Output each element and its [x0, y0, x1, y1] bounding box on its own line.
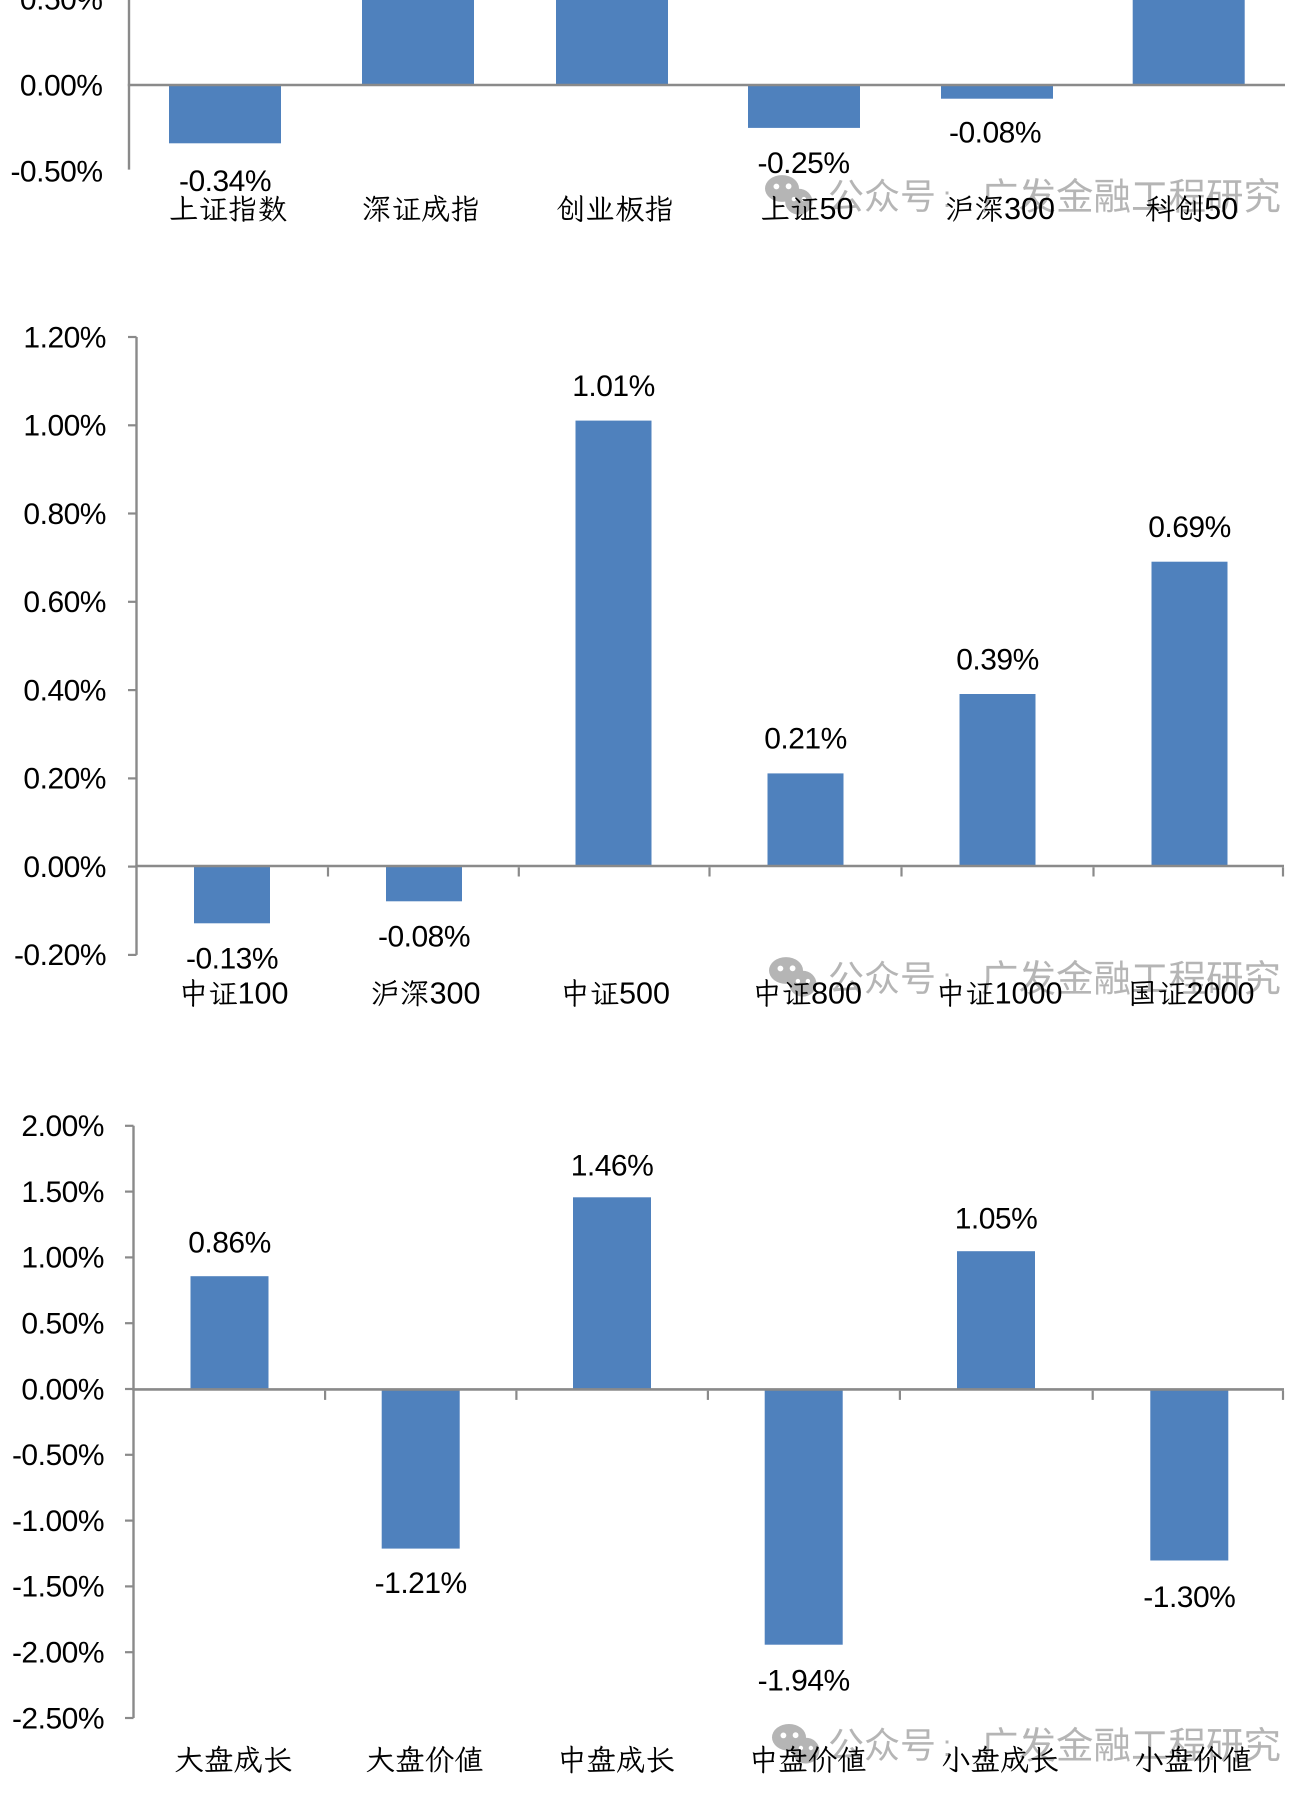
svg-text:0.39%: 0.39% [956, 643, 1039, 676]
svg-text:0.00%: 0.00% [23, 851, 106, 884]
svg-text:0.00%: 0.00% [20, 70, 103, 103]
svg-text:-0.34%: -0.34% [179, 165, 271, 198]
svg-text:1.46%: 1.46% [571, 1149, 654, 1182]
svg-text:1.20%: 1.20% [23, 321, 106, 354]
svg-text:-1.30%: -1.30% [1143, 1581, 1235, 1614]
svg-text:0.50%: 0.50% [21, 1308, 104, 1341]
svg-text::: : [943, 963, 951, 996]
svg-text:0.86%: 0.86% [188, 1226, 271, 1259]
svg-text:1.00%: 1.00% [23, 410, 106, 443]
svg-text:1.01%: 1.01% [572, 370, 655, 403]
svg-text:2.00%: 2.00% [21, 1110, 104, 1143]
svg-text::: : [943, 1730, 951, 1763]
svg-text:0.80%: 0.80% [23, 498, 106, 531]
svg-text:0.21%: 0.21% [764, 723, 847, 756]
svg-text:0.40%: 0.40% [23, 674, 106, 707]
svg-text:-0.50%: -0.50% [10, 155, 102, 188]
svg-text:0.69%: 0.69% [1148, 511, 1231, 544]
svg-text:-2.00%: -2.00% [12, 1637, 104, 1670]
svg-text:0.60%: 0.60% [23, 586, 106, 619]
svg-text:0.00%: 0.00% [21, 1373, 104, 1406]
svg-text:-0.08%: -0.08% [378, 921, 470, 954]
svg-text:-0.25%: -0.25% [757, 147, 849, 180]
svg-text:-1.00%: -1.00% [12, 1505, 104, 1538]
svg-text::: : [943, 181, 951, 214]
svg-text:1.05%: 1.05% [955, 1202, 1038, 1235]
svg-text:-0.20%: -0.20% [14, 939, 106, 972]
svg-text:1.50%: 1.50% [21, 1176, 104, 1209]
svg-text:-2.50%: -2.50% [12, 1702, 104, 1735]
svg-text:-0.13%: -0.13% [186, 943, 278, 976]
svg-text:0.50%: 0.50% [20, 0, 103, 16]
svg-text:1.00%: 1.00% [21, 1242, 104, 1275]
svg-text:-0.08%: -0.08% [949, 116, 1041, 149]
svg-text:-1.50%: -1.50% [12, 1571, 104, 1604]
svg-text:-1.94%: -1.94% [758, 1664, 850, 1697]
svg-text:0.20%: 0.20% [23, 763, 106, 796]
svg-text:-1.21%: -1.21% [375, 1567, 467, 1600]
svg-text:-0.50%: -0.50% [12, 1439, 104, 1472]
